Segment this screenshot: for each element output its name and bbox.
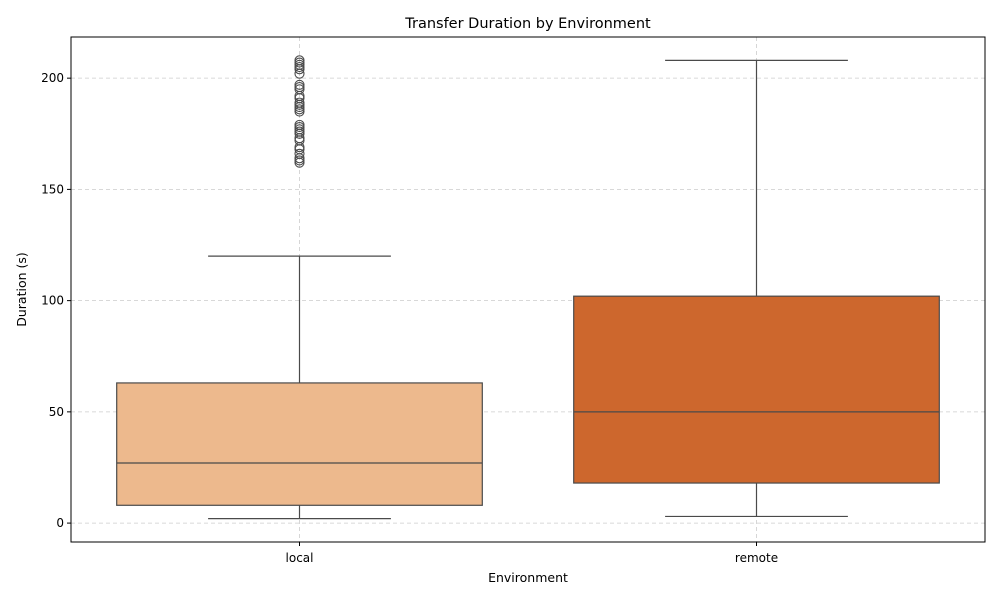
x-tick-label-remote: remote [735, 551, 778, 565]
x-tick-label-local: local [286, 551, 314, 565]
y-tick-label: 200 [41, 71, 64, 85]
outlier-point [294, 148, 305, 159]
x-axis-label: Environment [488, 570, 568, 585]
y-tick-label: 100 [41, 294, 64, 308]
plot-frame [70, 36, 986, 543]
y-axis-label: Duration (s) [14, 252, 29, 327]
boxes [116, 55, 940, 520]
outlier-point [294, 79, 305, 90]
axis-ticks: 0 50 100 150 200 local remote [41, 71, 778, 565]
box-body [116, 382, 483, 506]
y-tick-label: 150 [41, 182, 64, 196]
outlier-point [294, 97, 305, 108]
outlier-point [294, 119, 305, 130]
y-tick-label: 0 [56, 516, 64, 530]
y-tick-label: 50 [49, 405, 64, 419]
box-remote [573, 59, 940, 518]
outlier-point [294, 55, 305, 66]
box-local [116, 55, 483, 520]
chart-title: Transfer Duration by Environment [404, 16, 651, 32]
box-body [573, 295, 940, 484]
